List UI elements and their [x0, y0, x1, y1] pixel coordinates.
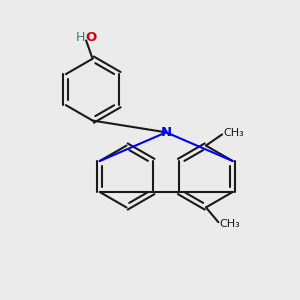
Text: CH₃: CH₃	[219, 220, 240, 230]
Text: O: O	[85, 31, 97, 44]
Text: N: N	[160, 126, 172, 139]
Text: H: H	[76, 31, 85, 44]
Text: CH₃: CH₃	[223, 128, 244, 138]
